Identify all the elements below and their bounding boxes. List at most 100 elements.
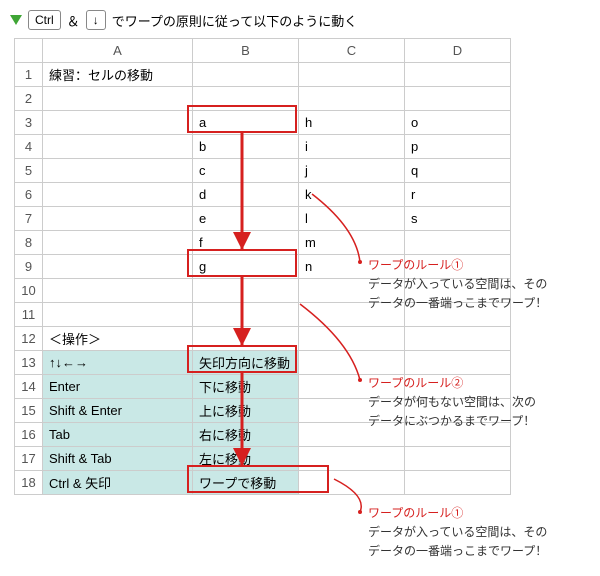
cell[interactable]	[405, 231, 511, 255]
cell[interactable]: s	[405, 207, 511, 231]
cell[interactable]	[193, 303, 299, 327]
cell[interactable]: r	[405, 183, 511, 207]
annotation: ワープのルール② データが何もない空間は、次の データにぶつかるまでワープ！	[368, 374, 536, 432]
cell[interactable]	[193, 63, 299, 87]
cell[interactable]	[405, 471, 511, 495]
row-head[interactable]: 12	[15, 327, 43, 351]
cell[interactable]	[299, 63, 405, 87]
caption-text: でワープの原則に従って以下のように動く	[112, 11, 358, 30]
row-head[interactable]: 16	[15, 423, 43, 447]
cell[interactable]: Shift & Enter	[43, 399, 193, 423]
cell[interactable]	[299, 351, 405, 375]
cell[interactable]: ＜操作＞	[43, 327, 193, 351]
row-head[interactable]: 9	[15, 255, 43, 279]
cell[interactable]: q	[405, 159, 511, 183]
cell[interactable]: ワープで移動	[193, 471, 299, 495]
cell[interactable]: g	[193, 255, 299, 279]
col-C[interactable]: C	[299, 39, 405, 63]
col-D[interactable]: D	[405, 39, 511, 63]
cell[interactable]: a	[193, 111, 299, 135]
row-head[interactable]: 5	[15, 159, 43, 183]
cell[interactable]	[193, 87, 299, 111]
cell[interactable]: f	[193, 231, 299, 255]
row-head[interactable]: 2	[15, 87, 43, 111]
cell[interactable]	[299, 327, 405, 351]
key-down: ↓	[86, 10, 106, 30]
cell[interactable]: o	[405, 111, 511, 135]
annotation-line: データの一番端っこまでワープ！	[368, 294, 547, 313]
cell[interactable]	[405, 87, 511, 111]
row-head[interactable]: 14	[15, 375, 43, 399]
row-head[interactable]: 18	[15, 471, 43, 495]
cell[interactable]	[43, 111, 193, 135]
cell[interactable]	[43, 231, 193, 255]
annotation-line: データにぶつかるまでワープ！	[368, 412, 536, 431]
row-head[interactable]: 3	[15, 111, 43, 135]
cell[interactable]: 矢印方向に移動	[193, 351, 299, 375]
cell[interactable]: ↑↓←→	[43, 351, 193, 375]
cell[interactable]	[299, 471, 405, 495]
cell[interactable]: i	[299, 135, 405, 159]
cell[interactable]: 右に移動	[193, 423, 299, 447]
cell[interactable]	[43, 303, 193, 327]
cell[interactable]: m	[299, 231, 405, 255]
row-head[interactable]: 13	[15, 351, 43, 375]
cell[interactable]: 左に移動	[193, 447, 299, 471]
cell[interactable]: k	[299, 183, 405, 207]
cell[interactable]	[405, 447, 511, 471]
caption-row: Ctrl ＆ ↓ でワープの原則に従って以下のように動く	[10, 10, 590, 30]
row-head[interactable]: 4	[15, 135, 43, 159]
cell[interactable]: p	[405, 135, 511, 159]
annotation-line: データが入っている空間は、その	[368, 275, 547, 294]
cell[interactable]	[405, 327, 511, 351]
cell[interactable]: b	[193, 135, 299, 159]
cell[interactable]: h	[299, 111, 405, 135]
col-B[interactable]: B	[193, 39, 299, 63]
row-head[interactable]: 7	[15, 207, 43, 231]
annotation-line: データの一番端っこまでワープ！	[368, 542, 547, 561]
cell[interactable]: c	[193, 159, 299, 183]
cell[interactable]: 上に移動	[193, 399, 299, 423]
cell[interactable]	[299, 87, 405, 111]
cell[interactable]: Enter	[43, 375, 193, 399]
cell[interactable]: d	[193, 183, 299, 207]
cell[interactable]: e	[193, 207, 299, 231]
cell[interactable]: l	[299, 207, 405, 231]
cell[interactable]	[43, 135, 193, 159]
cell[interactable]	[405, 63, 511, 87]
cell[interactable]	[43, 183, 193, 207]
row-head[interactable]: 15	[15, 399, 43, 423]
row-head[interactable]: 10	[15, 279, 43, 303]
row-head[interactable]: 17	[15, 447, 43, 471]
annotation-title: ワープのルール②	[368, 374, 536, 393]
cell[interactable]: Tab	[43, 423, 193, 447]
cell[interactable]: j	[299, 159, 405, 183]
cell[interactable]	[193, 279, 299, 303]
row-head[interactable]: 6	[15, 183, 43, 207]
cell[interactable]	[43, 159, 193, 183]
cell[interactable]: 下に移動	[193, 375, 299, 399]
row-head[interactable]: 8	[15, 231, 43, 255]
cell[interactable]	[43, 279, 193, 303]
row-head[interactable]: 11	[15, 303, 43, 327]
cell[interactable]	[299, 447, 405, 471]
cell[interactable]	[43, 255, 193, 279]
cell[interactable]	[193, 327, 299, 351]
amp: ＆	[67, 11, 80, 30]
cell[interactable]	[43, 207, 193, 231]
cell[interactable]: Shift & Tab	[43, 447, 193, 471]
annotation: ワープのルール① データが入っている空間は、その データの一番端っこまでワープ！	[368, 256, 547, 314]
annotation-line: データが何もない空間は、次の	[368, 393, 536, 412]
annotation-title: ワープのルール①	[368, 504, 547, 523]
cell[interactable]: 練習：セルの移動	[43, 63, 193, 87]
annotation-title: ワープのルール①	[368, 256, 547, 275]
key-ctrl: Ctrl	[28, 10, 61, 30]
row-head[interactable]: 1	[15, 63, 43, 87]
cell[interactable]	[43, 87, 193, 111]
cell[interactable]	[405, 351, 511, 375]
cell[interactable]: Ctrl & 矢印	[43, 471, 193, 495]
annotation-line: データが入っている空間は、その	[368, 523, 547, 542]
annotation: ワープのルール① データが入っている空間は、その データの一番端っこまでワープ！	[368, 504, 547, 562]
triangle-bullet	[10, 15, 22, 25]
col-A[interactable]: A	[43, 39, 193, 63]
